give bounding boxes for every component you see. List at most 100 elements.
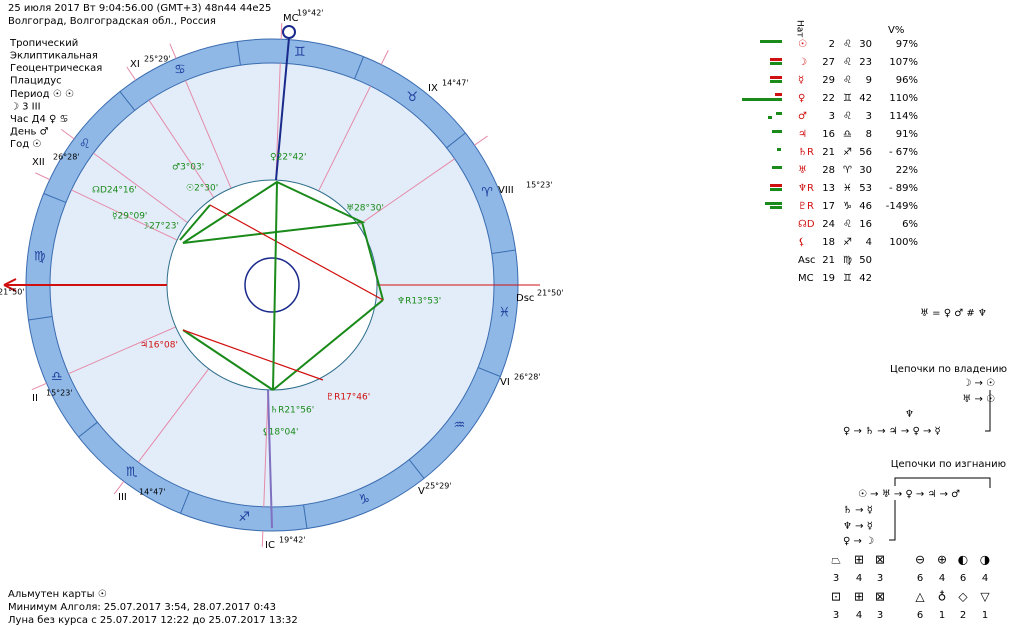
house-cusp [474,135,488,146]
table-cell: 22 [822,93,835,104]
house-cusp [280,23,283,40]
rating-bar [770,62,782,65]
aspect-line [361,221,384,301]
info-line: Год ☉ [10,139,41,150]
table-cell: 3 [829,111,835,122]
chain-line: ☽ → ☉ [962,378,995,389]
planet-label: ☿29°09' [112,212,147,222]
stat-count: 3 [833,610,839,621]
chain-line: ♀ → ☽ [843,536,874,547]
chain-line: ☉ → ♅ → ♀ → ♃ → ♂ [858,489,960,500]
table-cell: 28 [822,165,835,176]
table-cell: 107% [889,57,918,68]
sign-glyph: ♊ [294,45,306,60]
table-cell: ♌ [843,219,852,230]
table-cell: ♓ [843,183,852,194]
stat-symbol: ⊖ [915,553,925,567]
chain-title: Цепочки по изгнанию [891,459,1006,470]
planet-label: ♀22°42' [270,153,306,163]
table-cell: 50 [859,255,872,266]
house-cusp [275,63,281,181]
planet-label: ☉2°30' [186,184,218,194]
table-cell: 22% [896,165,918,176]
table-header: V% [888,25,904,36]
chain-line: ♄ → ☿ [843,505,873,516]
house-cusp [261,530,264,547]
table-cell: 56 [859,147,872,158]
planet-label: ☽27°23' [141,222,179,232]
house-cusp [358,158,455,226]
rating-bar [770,188,782,191]
table-cell: 16 [859,219,872,230]
cusp-degree: 26°28' [53,153,80,162]
rating-bar [772,166,782,169]
table-cell: ♌ [843,39,852,50]
stat-symbol: ⊡ [831,590,841,604]
sign-divider [303,504,308,529]
rating-bar [770,76,782,79]
footer-line: Минимум Алголя: 25.07.2017 3:54, 28.07.2… [8,602,276,613]
table-cell: 17 [822,201,835,212]
info-line: Час Д4 ♀ ♋ [10,114,68,125]
stat-count: 4 [856,610,862,621]
house-cusp [184,80,232,189]
chain-line: ♆ → ☿ [843,521,873,532]
mc-axis [275,37,290,181]
cusp-name: IC [265,540,275,551]
planet-label: ♂3°03' [172,163,204,173]
cusp-degree: 21°50' [537,289,564,298]
stat-count: 2 [960,610,966,621]
rating-bar [742,98,782,101]
table-cell: ☽ [798,57,807,68]
table-cell: MC [798,273,814,284]
planet-label: ♃16°08' [140,341,178,351]
table-cell: - 89% [889,183,918,194]
cusp-degree: 14°47' [442,79,469,88]
table-cell: 18 [822,237,835,248]
header-line: 25 июля 2017 Вт 9:04:56.00 (GMT+3) 48n44… [8,3,271,14]
cusp-degree: 19°42' [297,9,324,18]
setting: Тропический [9,38,78,49]
table-cell: ♇R [798,201,814,212]
cusp-degree: 25°29' [144,55,171,64]
sign-glyph: ♍ [34,250,46,265]
aspect-line [182,180,366,244]
cusp-name: VI [500,377,510,388]
sign-glyph: ♓ [499,305,511,320]
table-cell: -149% [886,201,918,212]
cusp-degree: 19°42' [279,536,306,545]
rating-bar [765,202,782,205]
table-cell: 91% [896,129,918,140]
chain-line: ♆ [905,409,914,420]
table-cell: 114% [889,111,918,122]
aspect-line [272,299,384,391]
cusp-name: VIII [498,185,514,196]
cusp-name: Dsc [516,293,534,304]
sign-glyph: ♈ [481,185,493,200]
table-cell: 29 [822,75,835,86]
chain-bracket [985,390,991,432]
table-cell: 23 [859,57,872,68]
mc-marker [282,25,296,39]
info-line: ☽ 3 III [10,102,41,113]
cusp-name: IX [428,83,438,94]
table-cell: ☊D [798,219,815,230]
table-cell: 42 [859,93,872,104]
table-cell: 30 [859,165,872,176]
sign-glyph: ♎ [51,370,63,385]
sign-glyph: ♏ [126,465,138,480]
rating-bar [760,40,782,43]
table-cell: ♌ [843,57,852,68]
house-cusp [148,99,215,198]
sign-divider [408,459,425,479]
planet-label: ♅28°30' [346,204,384,214]
chain-line: ♅ → ☉ [962,394,995,405]
stat-symbol: △ [915,590,925,604]
cusp-name: XI [130,59,140,70]
table-cell: ♀ [798,93,805,104]
rating-bar [770,80,782,83]
rating-bar [775,93,782,96]
cusp-degree: 25°29' [425,482,452,491]
stat-count: 6 [917,610,923,621]
aspect-line [182,329,324,381]
